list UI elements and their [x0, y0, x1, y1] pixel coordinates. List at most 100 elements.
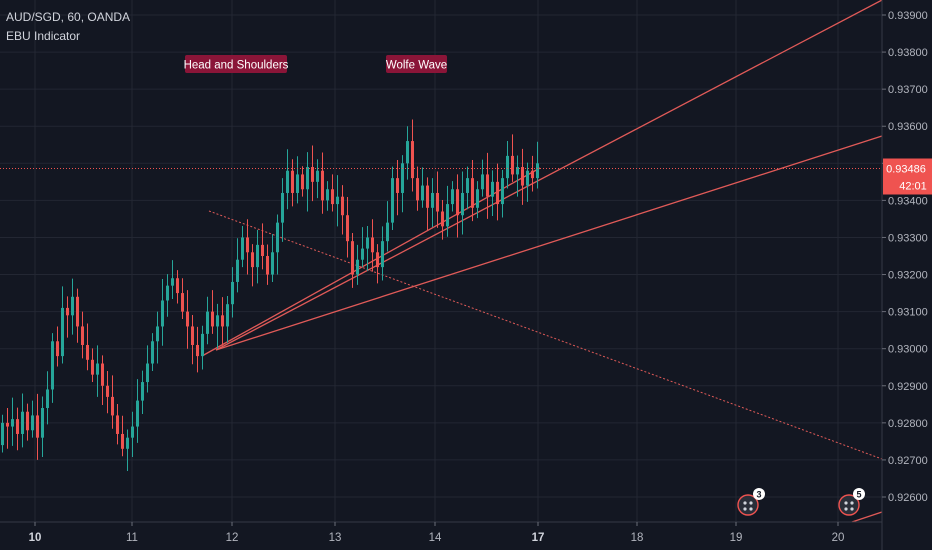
candle-body [436, 192, 439, 212]
candle-body [71, 296, 74, 316]
time-axis[interactable]: 10 11 12 13 14 17 18 19 20 [29, 522, 845, 544]
candle-body [356, 259, 359, 275]
y-tick-label: 0.93900 [888, 10, 928, 22]
candle-body [341, 196, 344, 216]
candle-body [251, 252, 254, 268]
x-tick-label: 14 [429, 532, 442, 544]
candle [346, 197, 349, 258]
candle-body [261, 244, 264, 257]
candle-body [206, 311, 209, 334]
trendline-short[interactable] [851, 511, 883, 523]
candle-body [326, 189, 329, 201]
candle [176, 270, 179, 304]
candle-body [201, 333, 204, 357]
candle [491, 170, 494, 216]
indicator-title[interactable]: EBU Indicator [6, 29, 81, 43]
candle [221, 297, 224, 346]
candle-body [256, 244, 259, 268]
candle-body [186, 311, 189, 327]
y-tick-label: 0.92900 [888, 381, 928, 393]
y-tick-label: 0.93200 [888, 270, 928, 282]
candle-body [196, 344, 199, 357]
candle [406, 126, 409, 180]
candle-body [521, 167, 524, 186]
candle [531, 155, 534, 192]
candle [156, 311, 159, 364]
candle [261, 223, 264, 270]
current-price-tag: 0.93486 42:01 [883, 158, 932, 195]
candle-body [301, 174, 304, 190]
candle [226, 296, 229, 343]
candle-body [296, 174, 299, 193]
candle-body [446, 204, 449, 227]
candle-body [361, 248, 364, 260]
candle-body [411, 141, 414, 179]
candle-body [161, 300, 164, 327]
candle [216, 303, 219, 349]
candle [396, 159, 399, 216]
candle-body [181, 293, 184, 312]
candle-body [121, 433, 124, 449]
pattern-label-wolfe-wave[interactable]: Wolfe Wave [386, 55, 447, 73]
candle [316, 159, 319, 199]
candle [461, 171, 464, 235]
candle [131, 411, 134, 457]
candle [1, 414, 4, 453]
candles [1, 119, 539, 472]
candle-body [6, 422, 9, 427]
candle [411, 119, 414, 192]
candle-body [381, 241, 384, 268]
candle [211, 290, 214, 334]
candle-body [491, 181, 494, 197]
x-tick-label: 18 [631, 532, 644, 544]
x-tick-label: 10 [29, 532, 42, 544]
candle [291, 159, 294, 207]
candle [486, 152, 489, 219]
event-badge-1[interactable]: 3 [737, 488, 765, 516]
candle-body [451, 189, 454, 205]
candle [46, 371, 49, 425]
candle-body [81, 326, 84, 345]
price-axis[interactable]: 0.92600 0.92700 0.92800 0.92900 0.93000 0.931… [882, 10, 928, 504]
candle [106, 370, 109, 414]
candle [321, 152, 324, 214]
candle-body [66, 307, 69, 316]
candle-body [51, 341, 54, 390]
candle-body [141, 382, 144, 401]
candle-body [11, 419, 14, 427]
candle [266, 244, 269, 285]
candle-body [531, 170, 534, 179]
candle [126, 429, 129, 472]
candle [296, 156, 299, 204]
candle [421, 167, 424, 208]
candle [381, 226, 384, 281]
trendline-upper[interactable] [215, 0, 883, 351]
candle [246, 219, 249, 275]
candle-body [291, 170, 294, 193]
candle [516, 155, 519, 197]
drawing-layer[interactable] [201, 0, 883, 523]
candle [271, 234, 274, 282]
trendline-dotted[interactable] [208, 210, 883, 460]
candle [196, 326, 199, 373]
candle-body [426, 185, 429, 208]
candle [436, 171, 439, 228]
candle-body [46, 389, 49, 409]
trendline-lower[interactable] [201, 167, 541, 357]
candle-body [126, 437, 129, 449]
candle-body [306, 167, 309, 190]
chart-legend[interactable]: AUD/SGD, 60, OANDA EBU Indicator [6, 8, 130, 46]
symbol-title[interactable]: AUD/SGD, 60, OANDA [6, 10, 131, 24]
candle [506, 141, 509, 189]
trendline-middle[interactable] [215, 135, 883, 351]
event-badge-2[interactable]: 5 [838, 488, 865, 516]
candle [256, 230, 259, 284]
candle-body [466, 178, 469, 193]
candle-body [366, 237, 369, 249]
candle-body [481, 174, 484, 190]
candle [391, 166, 394, 231]
candle [186, 290, 189, 349]
pattern-label-head-and-shoulders[interactable]: Head and Shoulders [184, 55, 289, 73]
candle-body [276, 222, 279, 253]
